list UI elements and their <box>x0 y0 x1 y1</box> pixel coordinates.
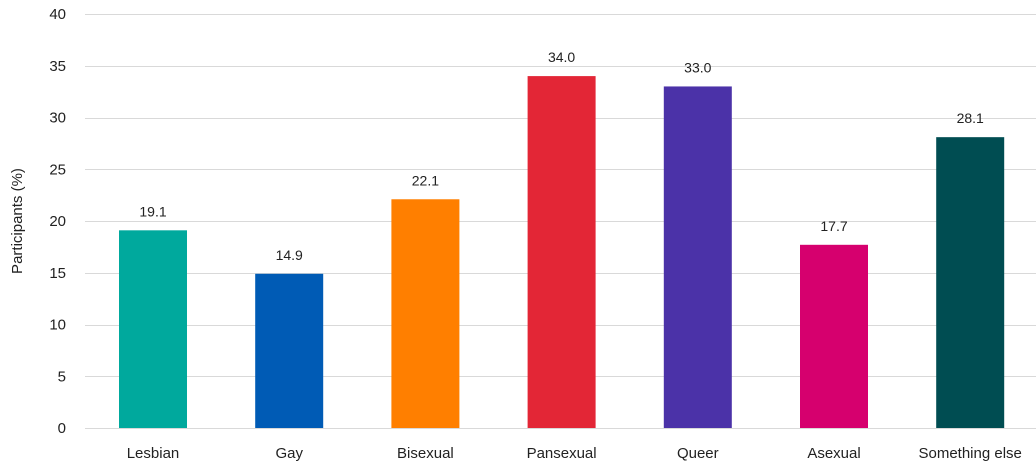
bar <box>800 244 868 428</box>
y-tick-label: 30 <box>49 110 66 127</box>
x-tick-label: Queer <box>677 445 719 462</box>
y-tick-label: 0 <box>58 420 66 437</box>
x-tick-label: Something else <box>918 445 1021 462</box>
x-axis-labels: Lesbian Gay Bisexual Pansexual Queer Asexual S… <box>127 445 1022 462</box>
x-tick-label: Asexual <box>807 445 860 462</box>
bars <box>119 76 1005 429</box>
y-tick-label: 15 <box>49 265 66 282</box>
y-axis-title: Participants (%) <box>9 168 26 274</box>
data-label: 22.1 <box>412 172 439 188</box>
y-tick-label: 10 <box>49 317 66 334</box>
y-axis-ticks: 0 5 10 15 20 25 30 35 40 <box>49 6 66 437</box>
y-tick-label: 20 <box>49 213 66 230</box>
y-tick-label: 35 <box>49 58 66 75</box>
x-tick-label: Gay <box>275 445 303 462</box>
bar <box>663 86 732 428</box>
bar <box>119 230 187 428</box>
y-tick-label: 40 <box>49 6 66 23</box>
bar <box>936 137 1005 429</box>
y-tick-label: 5 <box>58 368 66 385</box>
data-labels: 19.1 14.9 22.1 34.0 33.0 17.7 28.1 <box>139 49 984 263</box>
data-label: 28.1 <box>957 110 984 126</box>
x-tick-label: Pansexual <box>527 445 597 462</box>
data-label: 34.0 <box>548 49 575 65</box>
x-tick-label: Bisexual <box>397 445 454 462</box>
bar <box>255 273 324 428</box>
bar <box>391 199 460 428</box>
y-tick-label: 25 <box>49 161 66 178</box>
data-label: 19.1 <box>139 203 166 219</box>
data-label: 33.0 <box>684 59 711 75</box>
x-tick-label: Lesbian <box>127 445 180 462</box>
bar <box>527 76 596 428</box>
data-label: 17.7 <box>820 218 847 234</box>
data-label: 14.9 <box>276 247 303 263</box>
